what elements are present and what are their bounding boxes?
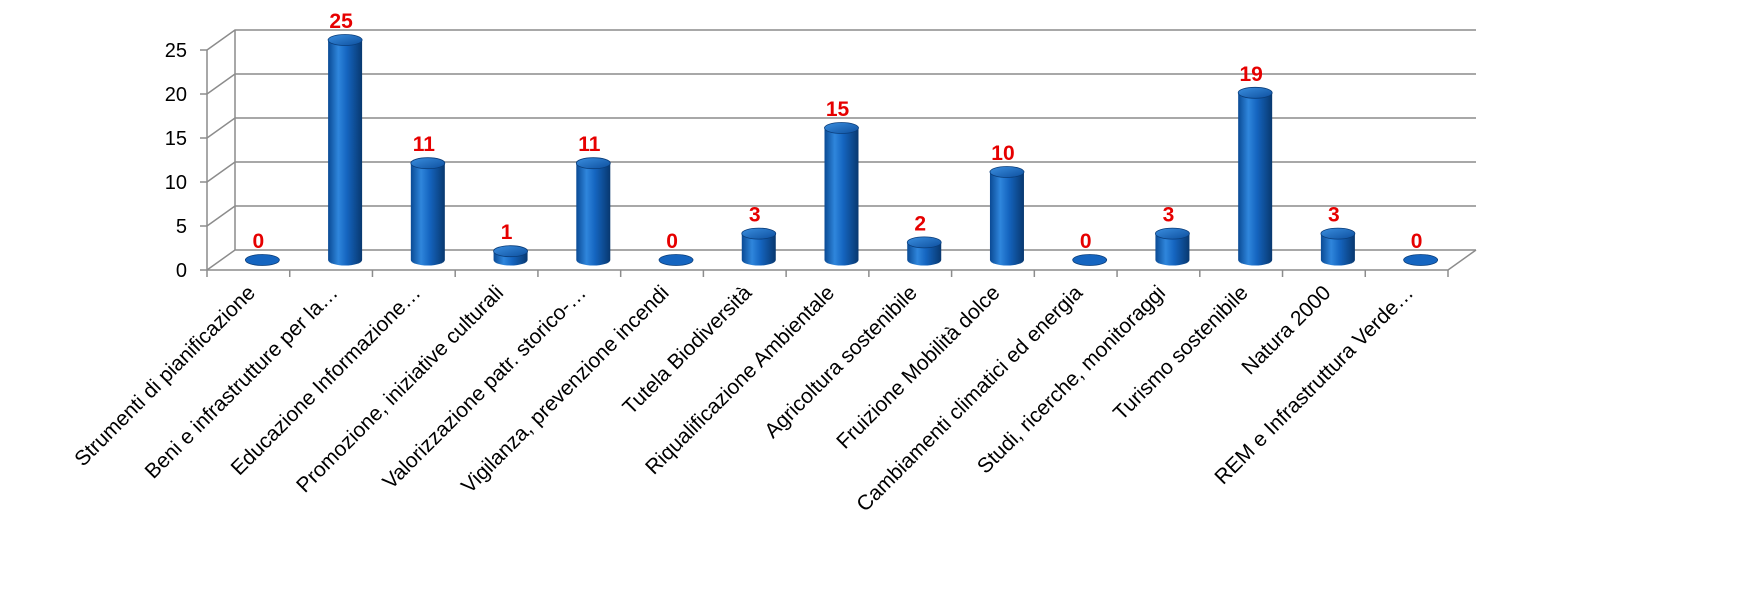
y-tick-label: 10 (165, 172, 187, 194)
bar (1320, 227, 1356, 266)
x-tick-label: Turismo sostenibile (1109, 281, 1253, 425)
data-label: 10 (991, 142, 1014, 165)
data-label: 0 (1411, 230, 1423, 253)
data-label: 19 (1239, 63, 1262, 86)
x-tick-label: Agricoltura sostenibile (760, 281, 922, 443)
bar-top (1237, 86, 1273, 99)
y-gridline (206, 73, 1476, 95)
bar-top (906, 236, 942, 249)
data-label: 25 (329, 10, 353, 33)
bar-top (575, 157, 611, 170)
x-tick-label: Fruizione Mobilità dolce (832, 281, 1004, 453)
y-tick-label: 0 (176, 260, 187, 282)
bar-top (327, 34, 363, 46)
bar (658, 254, 694, 266)
bar-top (989, 166, 1025, 178)
bar-top (1403, 254, 1439, 266)
bar-top (244, 254, 280, 266)
bar-body (989, 172, 1024, 266)
data-label: 15 (826, 98, 850, 121)
bar-top (1155, 227, 1190, 240)
data-label: 0 (253, 230, 265, 253)
bars-layer (244, 34, 1439, 266)
bar-body (410, 163, 445, 266)
data-label: 0 (666, 230, 678, 253)
bar (575, 157, 611, 266)
bar-top (410, 157, 446, 170)
bar-top (493, 245, 528, 258)
y-gridline (206, 29, 1476, 51)
bar-top (741, 227, 777, 240)
bar-top (1072, 254, 1108, 266)
bar (410, 157, 446, 266)
bar-body (907, 242, 942, 266)
y-tick-label: 5 (176, 216, 187, 238)
bar-body (1238, 92, 1273, 266)
bar (244, 254, 280, 266)
bar (906, 236, 942, 266)
data-label: 11 (578, 133, 601, 156)
bar (493, 245, 528, 266)
bar (1237, 86, 1273, 266)
data-label: 3 (1163, 204, 1175, 227)
bar-body (1320, 233, 1355, 266)
axis-layer (200, 30, 1477, 277)
bar-top (1320, 227, 1356, 240)
data-label: 0 (1080, 230, 1092, 253)
y-tick-label: 20 (165, 84, 187, 106)
bar-body (576, 163, 611, 266)
y-tick-label: 25 (165, 40, 187, 62)
bar (741, 227, 777, 266)
bar (824, 122, 859, 266)
data-label: 11 (413, 133, 436, 156)
bar (989, 166, 1025, 266)
bar-body (1155, 233, 1190, 266)
bar (1155, 227, 1190, 266)
bar (1072, 254, 1108, 266)
bar (327, 34, 363, 266)
y-tick-label: 15 (165, 128, 187, 150)
bar-body (741, 233, 776, 266)
data-label: 3 (749, 204, 761, 227)
data-label: 3 (1328, 204, 1340, 227)
bar (1403, 254, 1439, 266)
bar-top (824, 122, 859, 134)
bar-top (658, 254, 694, 266)
bar-body (328, 40, 363, 266)
data-label: 2 (914, 212, 926, 235)
bar-body (824, 128, 859, 266)
data-label: 1 (501, 221, 513, 244)
